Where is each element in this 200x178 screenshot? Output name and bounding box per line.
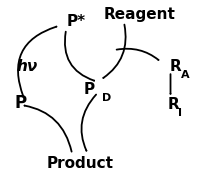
Text: Reagent: Reagent <box>104 7 176 22</box>
FancyArrowPatch shape <box>81 95 96 151</box>
FancyArrowPatch shape <box>18 27 56 97</box>
FancyArrowPatch shape <box>65 32 94 81</box>
Text: D: D <box>102 93 111 103</box>
FancyArrowPatch shape <box>103 25 126 78</box>
Text: A: A <box>180 70 189 80</box>
Text: P*: P* <box>66 14 85 29</box>
FancyArrowPatch shape <box>25 106 72 152</box>
Text: I: I <box>178 108 182 118</box>
Text: P: P <box>15 94 27 112</box>
Text: R: R <box>170 59 181 74</box>
Text: R: R <box>168 97 179 112</box>
Text: Product: Product <box>47 156 114 171</box>
Text: hν: hν <box>17 59 38 74</box>
Text: P: P <box>84 82 95 96</box>
FancyArrowPatch shape <box>117 49 158 60</box>
